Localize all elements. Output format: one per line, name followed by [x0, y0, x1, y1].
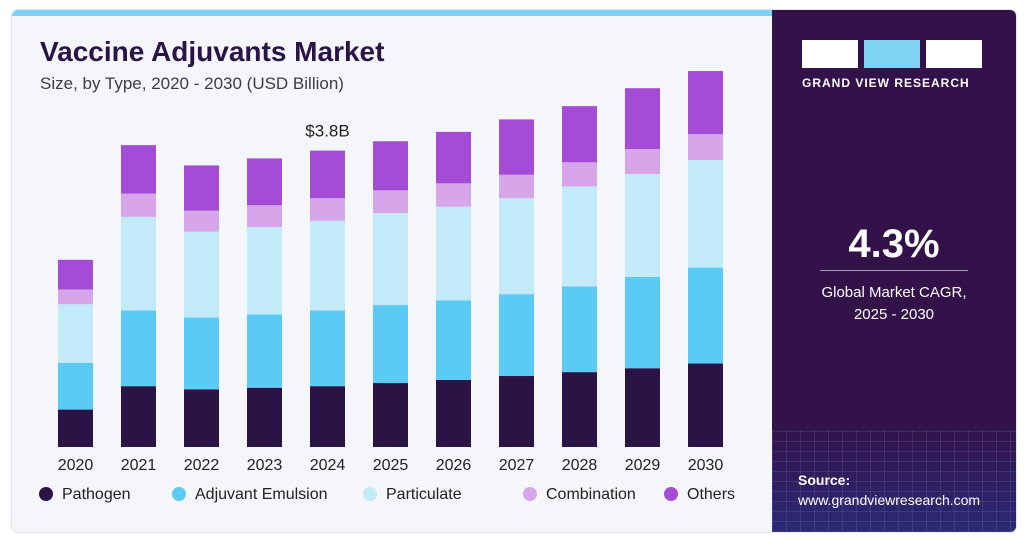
- x-tick-label: 2026: [436, 457, 472, 474]
- bar-segment-particulate-2025: [373, 213, 408, 306]
- stacked-bar-chart: 2020 2021 2022 2023 2024 $3.8B 2025 2026 2027 202…: [39, 71, 735, 503]
- source-url: www.grandviewresearch.com: [798, 492, 981, 508]
- bar-segment-pathogen-2021: [121, 386, 156, 447]
- x-tick-label: 2020: [58, 457, 94, 474]
- legend-label: Pathogen: [62, 486, 131, 503]
- brand-name: GRAND VIEW RESEARCH: [802, 76, 970, 90]
- legend-swatch: [664, 487, 678, 501]
- x-tick-label: 2027: [499, 457, 535, 474]
- bar-segment-others-2026: [436, 131, 471, 184]
- bar-segment-pathogen-2029: [625, 368, 660, 447]
- legend-swatch: [363, 487, 377, 501]
- data-label-annotation: $3.8B: [305, 122, 349, 141]
- legend-label: Adjuvant Emulsion: [195, 486, 328, 503]
- accent-bar: [12, 10, 772, 16]
- cagr-label-line1: Global Market CAGR,: [821, 284, 967, 301]
- bar-segment-combination-2028: [562, 162, 597, 187]
- chart-subtitle: Size, by Type, 2020 - 2030 (USD Billion): [40, 74, 344, 93]
- bar-segment-others-2021: [121, 145, 156, 194]
- legend-swatch: [39, 487, 53, 501]
- bar-segment-pathogen-2020: [58, 409, 93, 447]
- bar-segment-adjuvant-emulsion-2022: [184, 317, 219, 390]
- bar-segment-combination-2020: [58, 289, 93, 305]
- bar-segment-adjuvant-emulsion-2028: [562, 286, 597, 373]
- bar-segment-particulate-2020: [58, 304, 93, 363]
- legend-label: Others: [687, 486, 735, 503]
- bar-segment-adjuvant-emulsion-2023: [247, 314, 282, 388]
- x-tick-label: 2023: [247, 457, 283, 474]
- bar-segment-particulate-2029: [625, 174, 660, 277]
- bar-segment-adjuvant-emulsion-2027: [499, 294, 534, 377]
- legend-label: Particulate: [386, 486, 462, 503]
- source-label: Source:: [798, 472, 851, 488]
- x-tick-label: 2025: [373, 457, 409, 474]
- bar-segment-particulate-2030: [688, 159, 723, 268]
- bar-segment-combination-2030: [688, 134, 723, 160]
- bar-segment-combination-2022: [184, 210, 219, 232]
- bar-segment-adjuvant-emulsion-2029: [625, 276, 660, 369]
- bar-segment-others-2030: [688, 71, 723, 135]
- cagr-label-line2: 2025 - 2030: [853, 306, 935, 323]
- chart-panel: Vaccine Adjuvants Market Size, by Type, …: [12, 10, 772, 532]
- bar-segment-pathogen-2030: [688, 363, 723, 447]
- bar-segment-particulate-2028: [562, 186, 597, 287]
- bar-segment-pathogen-2028: [562, 372, 597, 447]
- x-tick-label: 2029: [625, 457, 661, 474]
- bar-segment-others-2024: [310, 150, 345, 199]
- bar-segment-others-2028: [562, 106, 597, 163]
- bar-segment-pathogen-2024: [310, 386, 345, 447]
- legend-swatch: [172, 487, 186, 501]
- bar-segment-pathogen-2027: [499, 376, 534, 447]
- bar-segment-adjuvant-emulsion-2024: [310, 310, 345, 387]
- bar-segment-adjuvant-emulsion-2025: [373, 305, 408, 384]
- bar-segment-combination-2029: [625, 149, 660, 174]
- bar-segment-combination-2025: [373, 190, 408, 213]
- bar-segment-others-2022: [184, 165, 219, 211]
- bar-segment-particulate-2026: [436, 206, 471, 301]
- bar-segment-pathogen-2022: [184, 389, 219, 447]
- bar-segment-pathogen-2025: [373, 383, 408, 447]
- bar-segment-pathogen-2023: [247, 387, 282, 447]
- x-tick-label: 2022: [184, 457, 220, 474]
- bar-segment-particulate-2021: [121, 216, 156, 311]
- chart-title: Vaccine Adjuvants Market: [40, 36, 385, 67]
- bar-segment-particulate-2024: [310, 220, 345, 311]
- bar-segment-others-2029: [625, 88, 660, 150]
- bar-segment-particulate-2022: [184, 231, 219, 318]
- bar-segment-combination-2021: [121, 193, 156, 217]
- cagr-divider: [820, 270, 968, 271]
- legend-swatch: [523, 487, 537, 501]
- cagr-value: 4.3%: [848, 222, 940, 266]
- logo-mark-g: [802, 40, 858, 68]
- bar-segment-combination-2023: [247, 205, 282, 228]
- bar-segment-others-2020: [58, 259, 93, 290]
- bar-segment-others-2025: [373, 141, 408, 191]
- x-tick-label: 2028: [562, 457, 598, 474]
- sidebar-grid-pattern: [772, 430, 1016, 532]
- x-tick-label: 2024: [310, 457, 346, 474]
- bar-segment-others-2023: [247, 158, 282, 206]
- bar-segment-adjuvant-emulsion-2030: [688, 267, 723, 364]
- brand-logo: GRAND VIEW RESEARCH: [802, 40, 986, 90]
- info-sidebar: GRAND VIEW RESEARCH 4.3% Global Market C…: [772, 10, 1016, 532]
- logo-mark-r: [926, 40, 982, 68]
- bar-segment-others-2027: [499, 119, 534, 175]
- bar-segment-adjuvant-emulsion-2021: [121, 310, 156, 387]
- bar-segment-particulate-2023: [247, 227, 282, 315]
- bar-segment-combination-2024: [310, 198, 345, 221]
- logo-mark-v: [864, 40, 920, 68]
- x-tick-label: 2030: [688, 457, 724, 474]
- bar-segment-combination-2027: [499, 174, 534, 199]
- cagr-label: Global Market CAGR, 2025 - 2030: [772, 282, 1016, 326]
- infographic-card: Vaccine Adjuvants Market Size, by Type, …: [12, 10, 1016, 532]
- bar-segment-adjuvant-emulsion-2026: [436, 300, 471, 380]
- bar-segment-pathogen-2026: [436, 379, 471, 447]
- x-tick-label: 2021: [121, 457, 157, 474]
- legend-label: Combination: [546, 486, 636, 503]
- bar-segment-particulate-2027: [499, 198, 534, 295]
- bar-segment-adjuvant-emulsion-2020: [58, 362, 93, 410]
- bar-segment-combination-2026: [436, 183, 471, 207]
